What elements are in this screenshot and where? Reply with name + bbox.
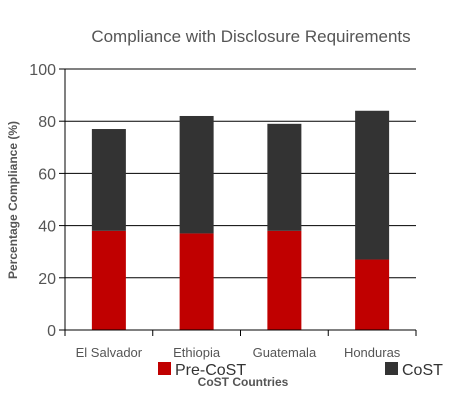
axes: 0 20 40 60 80 100 El Salvador Ethiopia Guatemala… xyxy=(29,62,417,360)
legend: Pre-CoST CoST xyxy=(158,362,443,379)
bar-cost-guatemala xyxy=(267,123,302,231)
x-tick-label: El Salvador xyxy=(76,345,143,360)
y-tick-label: 80 xyxy=(38,114,56,131)
y-tick-label: 20 xyxy=(38,271,56,288)
bar-pre-cost-guatemala xyxy=(267,230,302,330)
bar-cost-ethiopia xyxy=(179,115,214,234)
chart-title: Compliance with Disclosure Requirements xyxy=(91,27,410,46)
x-tick-label: Honduras xyxy=(344,345,401,360)
x-tick-label: Ethiopia xyxy=(173,345,221,360)
legend-swatch-pre-cost xyxy=(158,362,171,375)
x-tick-label: Guatemala xyxy=(253,345,317,360)
bar-pre-cost-ethiopia xyxy=(179,233,214,330)
bar-pre-cost-honduras xyxy=(355,259,390,330)
y-tick-label: 100 xyxy=(29,62,56,79)
legend-label-pre-cost: Pre-CoST xyxy=(175,362,246,379)
legend-label-cost: CoST xyxy=(402,362,443,379)
y-tick-label: 40 xyxy=(38,219,56,236)
x-axis-label: CoST Countries xyxy=(198,375,289,389)
bar-cost-el-salvador xyxy=(91,129,126,231)
bars xyxy=(91,110,390,330)
bar-pre-cost-el-salvador xyxy=(91,230,126,330)
y-tick-label: 0 xyxy=(47,323,56,340)
y-tick-label: 60 xyxy=(38,166,56,183)
legend-swatch-cost xyxy=(385,362,398,375)
y-axis-label: Percentage Compliance (%) xyxy=(6,121,20,279)
bar-cost-honduras xyxy=(355,110,390,260)
